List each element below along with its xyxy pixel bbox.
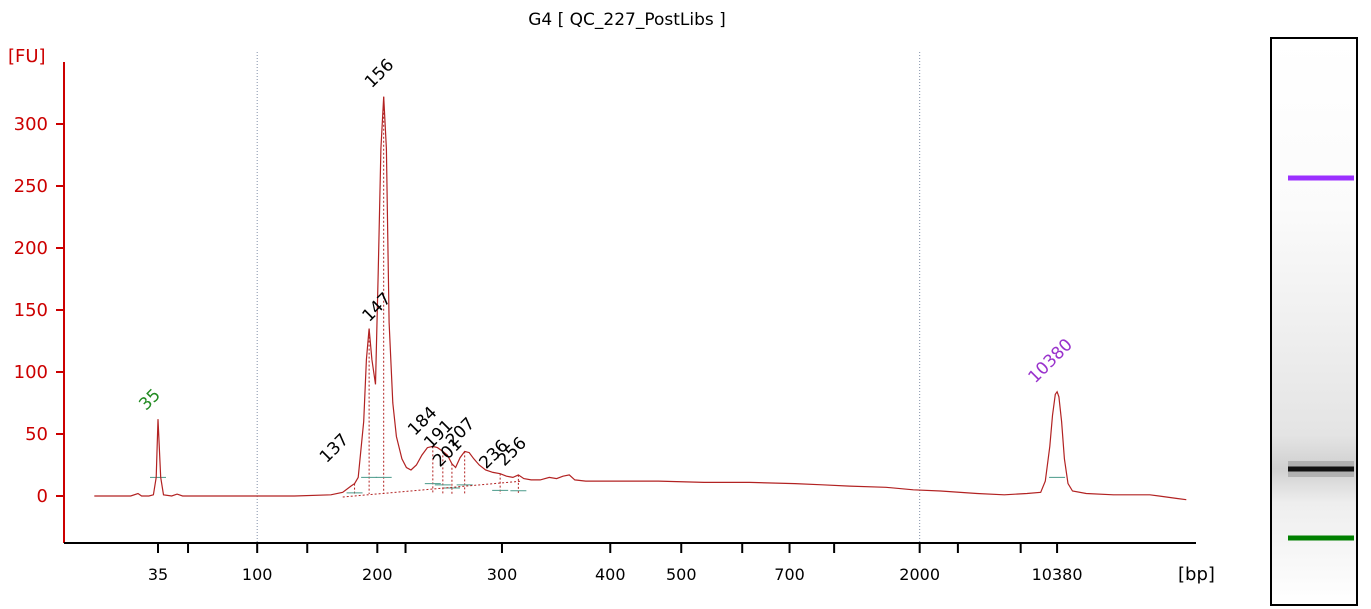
x-tick-label: 100 [242,565,273,584]
y-tick-label: 0 [37,486,48,507]
x-tick-label: 10380 [1032,565,1083,584]
peak-label: 147 [359,289,396,326]
smear-baseline [342,480,523,498]
y-tick-label: 300 [14,114,48,135]
x-tick-label: 400 [595,565,626,584]
x-tick-label: 500 [666,565,697,584]
x-tick-label: 200 [362,565,393,584]
x-axis-label: [bp] [1178,564,1215,585]
gel-band [1288,535,1354,541]
peak-label: 156 [361,55,398,92]
gel-band [1288,175,1354,181]
y-tick-label: 50 [25,424,48,445]
peak-label: 10380 [1024,335,1076,387]
gel-band [1288,466,1354,472]
gel-lane [1270,37,1358,606]
y-tick-label: 150 [14,300,48,321]
peak-label: 137 [316,430,353,467]
peak-baselines [150,96,1066,498]
axes: [FU] [bp] [8,46,1215,585]
x-tick-label: 700 [774,565,805,584]
trace-line [94,96,1187,501]
x-ticks: 35 100 200 300 400 500 700 2000 10380 [148,543,1083,584]
trace-series [94,96,1187,501]
chart-title: G4 [ QC_227_PostLibs ] [528,10,726,30]
x-tick-label: 2000 [899,565,940,584]
y-tick-label: 250 [14,176,48,197]
y-tick-label: 200 [14,238,48,259]
gridlines [256,52,921,543]
y-axis-label: [FU] [8,46,46,67]
x-tick-label: 300 [487,565,518,584]
gel-lane-frame [1270,37,1358,606]
x-tick-label: 35 [148,565,168,584]
y-ticks: 0 50 100 150 200 250 300 [14,114,64,507]
peak-label: 35 [135,385,164,414]
y-tick-label: 100 [14,362,48,383]
